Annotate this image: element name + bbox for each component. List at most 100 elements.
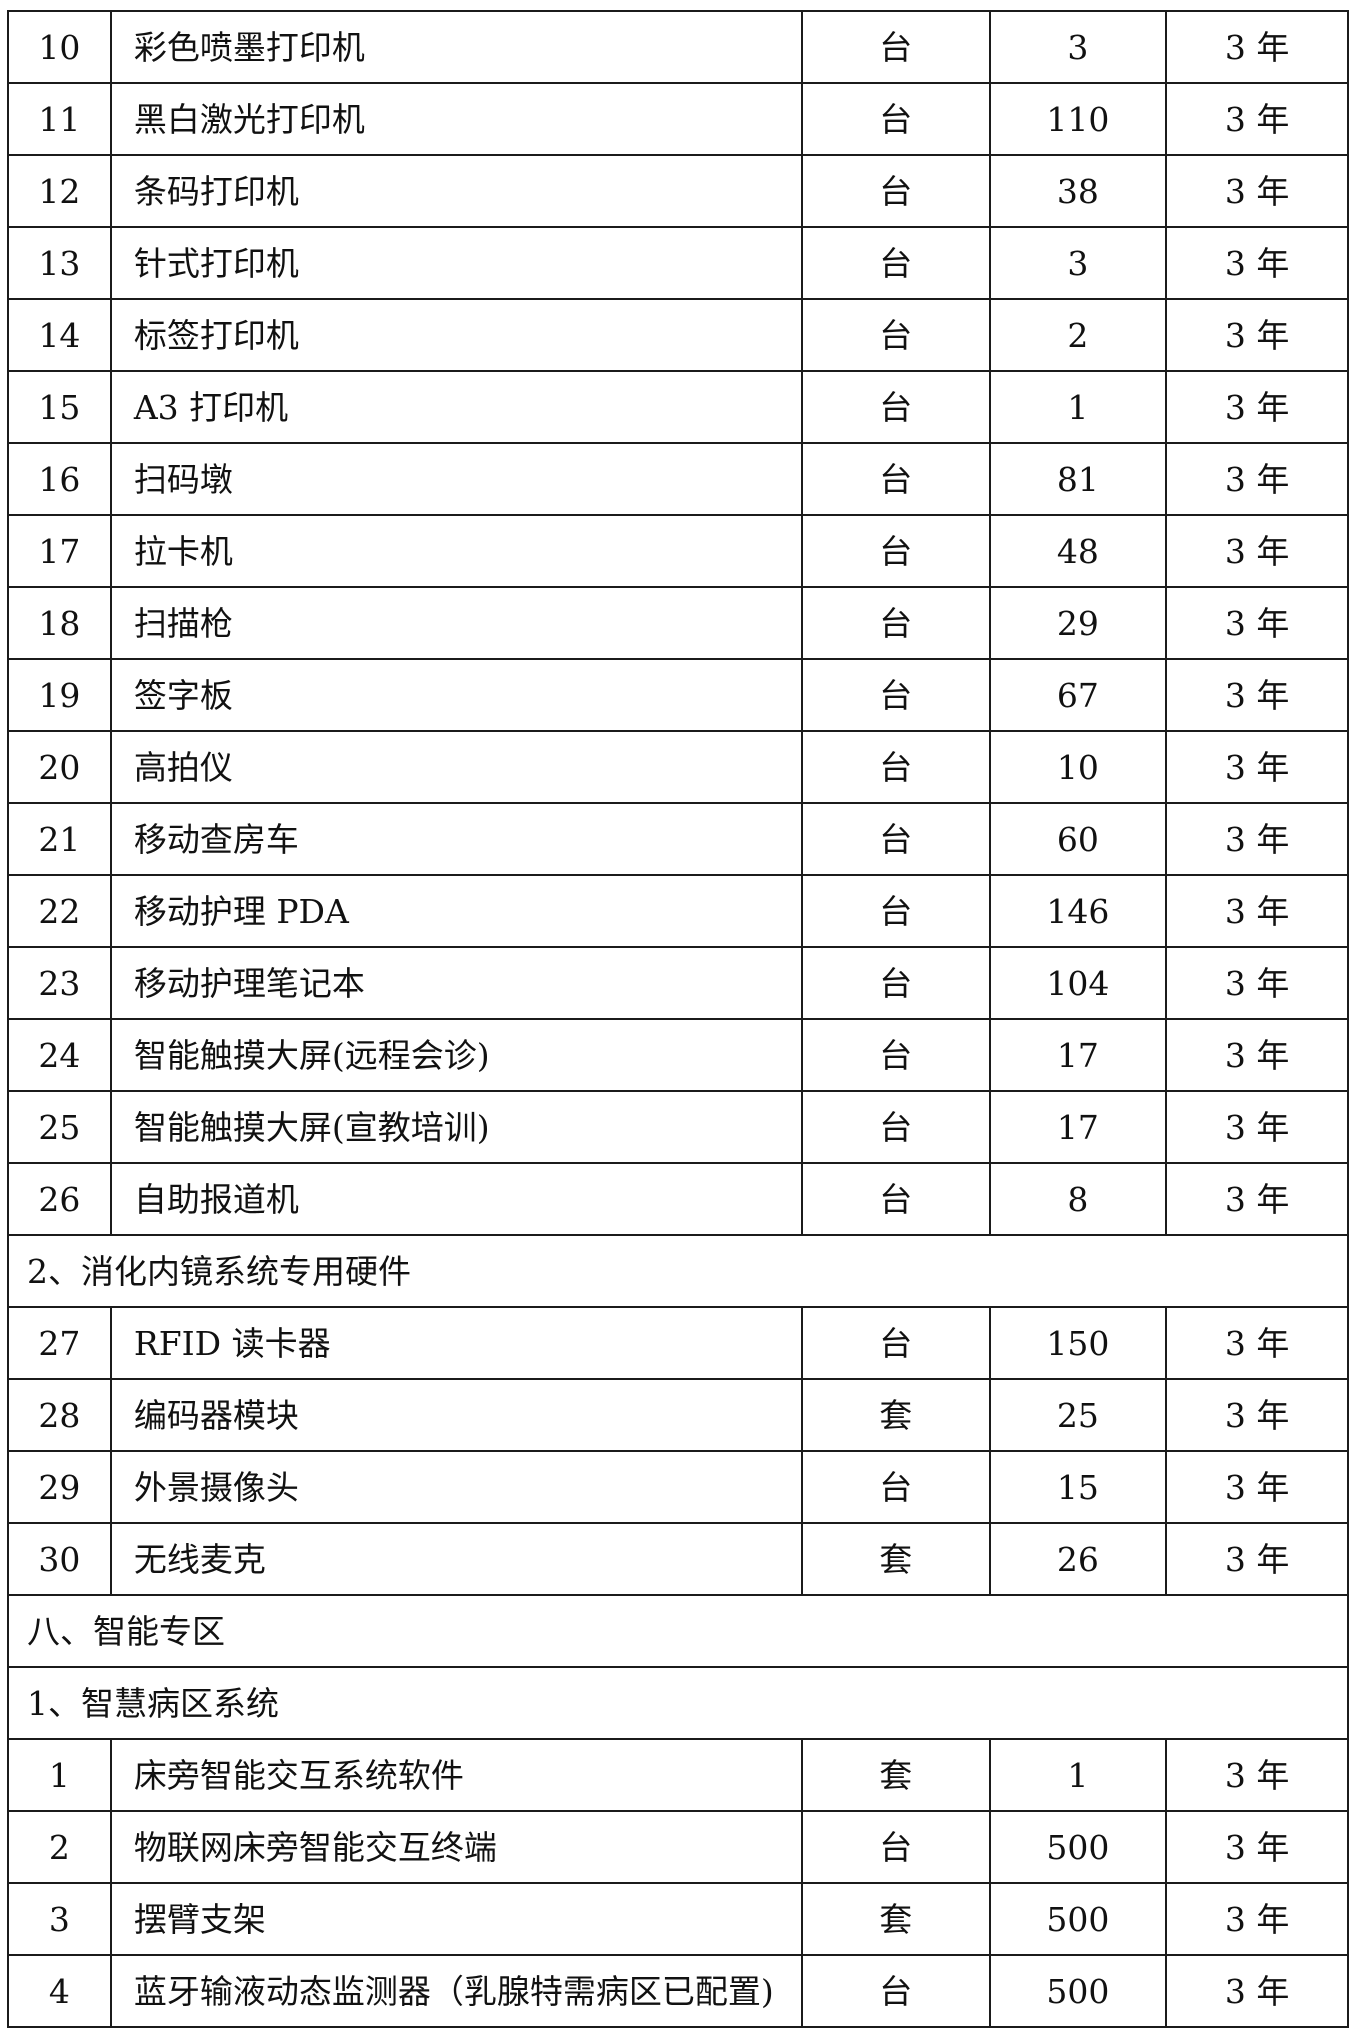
warranty-cell: 3 年 [1167,876,1349,948]
row-number-cell: 18 [9,588,112,660]
row-number-cell: 22 [9,876,112,948]
table-row: 30 无线麦克套 26 3 年 [9,1524,1349,1596]
item-name-cell: 拉卡机 [111,516,803,588]
table-row: 18 扫描枪台 29 3 年 [9,588,1349,660]
unit-cell: 台 [802,1452,991,1524]
quantity-cell: 29 [990,588,1168,660]
quantity-cell: 81 [990,444,1168,516]
item-name-cell: 黑白激光打印机 [111,84,803,156]
item-name-cell: RFID 读卡器 [111,1308,803,1380]
warranty-cell: 3 年 [1167,1740,1349,1812]
table-row: 21 移动查房车台 60 3 年 [9,804,1349,876]
item-name-cell: 标签打印机 [111,300,803,372]
table-row: 10 彩色喷墨打印机台 3 3 年 [9,12,1349,84]
table-row: 25 智能触摸大屏(宣教培训) 台 17 3 年 [9,1092,1349,1164]
item-name-cell: 高拍仪 [111,732,803,804]
unit-cell: 台 [802,876,991,948]
quantity-cell: 500 [990,1812,1168,1884]
item-name-cell: 床旁智能交互系统软件 [111,1740,803,1812]
section-label: 1、智慧病区系统 [9,1668,1349,1740]
quantity-cell: 38 [990,156,1168,228]
unit-cell: 套 [802,1884,991,1956]
unit-cell: 台 [802,156,991,228]
table-row: 28 编码器模块套 25 3 年 [9,1380,1349,1452]
table-row: 15 A3 打印机台 1 3 年 [9,372,1349,444]
unit-cell: 台 [802,12,991,84]
table-row: 13 针式打印机台 3 3 年 [9,228,1349,300]
warranty-cell: 3 年 [1167,588,1349,660]
table-row: 29 外景摄像头台 15 3 年 [9,1452,1349,1524]
item-name-cell: 彩色喷墨打印机 [111,12,803,84]
unit-cell: 台 [802,1812,991,1884]
table-row: 22 移动护理 PDA 台 146 3 年 [9,876,1349,948]
item-name-cell: 移动查房车 [111,804,803,876]
warranty-cell: 3 年 [1167,1308,1349,1380]
table-row: 26 自助报道机台 8 3 年 [9,1164,1349,1236]
warranty-cell: 3 年 [1167,444,1349,516]
item-name-cell: 扫码墩 [111,444,803,516]
row-number-cell: 19 [9,660,112,732]
table-row: 3 摆臂支架套 500 3 年 [9,1884,1349,1956]
item-name-cell: 物联网床旁智能交互终端 [111,1812,803,1884]
quantity-cell: 1 [990,372,1168,444]
table-row: 14 标签打印机台 2 3 年 [9,300,1349,372]
unit-cell: 台 [802,372,991,444]
quantity-cell: 146 [990,876,1168,948]
quantity-cell: 25 [990,1380,1168,1452]
unit-cell: 套 [802,1380,991,1452]
table-row: 4 蓝牙输液动态监测器（乳腺特需病区已配置) 台 500 3 年 [9,1956,1349,2028]
quantity-cell: 8 [990,1164,1168,1236]
item-name-cell: 条码打印机 [111,156,803,228]
row-number-cell: 4 [9,1956,112,2028]
warranty-cell: 3 年 [1167,732,1349,804]
item-name-cell: 无线麦克 [111,1524,803,1596]
unit-cell: 台 [802,948,991,1020]
warranty-cell: 3 年 [1167,1812,1349,1884]
row-number-cell: 21 [9,804,112,876]
unit-cell: 台 [802,1308,991,1380]
row-number-cell: 28 [9,1380,112,1452]
table-row: 27 RFID 读卡器台 150 3 年 [9,1308,1349,1380]
item-name-cell: 外景摄像头 [111,1452,803,1524]
warranty-cell: 3 年 [1167,804,1349,876]
table-row: 1 床旁智能交互系统软件套 1 3 年 [9,1740,1349,1812]
row-number-cell: 2 [9,1812,112,1884]
item-name-cell: 智能触摸大屏(宣教培训) [111,1092,803,1164]
warranty-cell: 3 年 [1167,1884,1349,1956]
row-number-cell: 15 [9,372,112,444]
unit-cell: 台 [802,228,991,300]
section-label: 2、消化内镜系统专用硬件 [9,1236,1349,1308]
warranty-cell: 3 年 [1167,516,1349,588]
table-row: 11 黑白激光打印机台 110 3 年 [9,84,1349,156]
item-name-cell: 扫描枪 [111,588,803,660]
quantity-cell: 1 [990,1740,1168,1812]
unit-cell: 台 [802,1956,991,2028]
quantity-cell: 3 [990,12,1168,84]
table-row: 23 移动护理笔记本台 104 3 年 [9,948,1349,1020]
table-row: 17 拉卡机台 48 3 年 [9,516,1349,588]
quantity-cell: 500 [990,1884,1168,1956]
unit-cell: 台 [802,1020,991,1092]
warranty-cell: 3 年 [1167,1020,1349,1092]
table-row: 24 智能触摸大屏(远程会诊) 台 17 3 年 [9,1020,1349,1092]
unit-cell: 台 [802,660,991,732]
quantity-cell: 26 [990,1524,1168,1596]
row-number-cell: 30 [9,1524,112,1596]
table-row: 16 扫码墩台 81 3 年 [9,444,1349,516]
quantity-cell: 67 [990,660,1168,732]
warranty-cell: 3 年 [1167,1956,1349,2028]
section-row: 八、智能专区 [9,1596,1349,1668]
quantity-cell: 10 [990,732,1168,804]
warranty-cell: 3 年 [1167,1524,1349,1596]
quantity-cell: 110 [990,84,1168,156]
row-number-cell: 11 [9,84,112,156]
quantity-cell: 48 [990,516,1168,588]
warranty-cell: 3 年 [1167,156,1349,228]
quantity-cell: 104 [990,948,1168,1020]
item-name-cell: A3 打印机 [111,372,803,444]
warranty-cell: 3 年 [1167,660,1349,732]
item-name-cell: 针式打印机 [111,228,803,300]
row-number-cell: 3 [9,1884,112,1956]
row-number-cell: 10 [9,12,112,84]
